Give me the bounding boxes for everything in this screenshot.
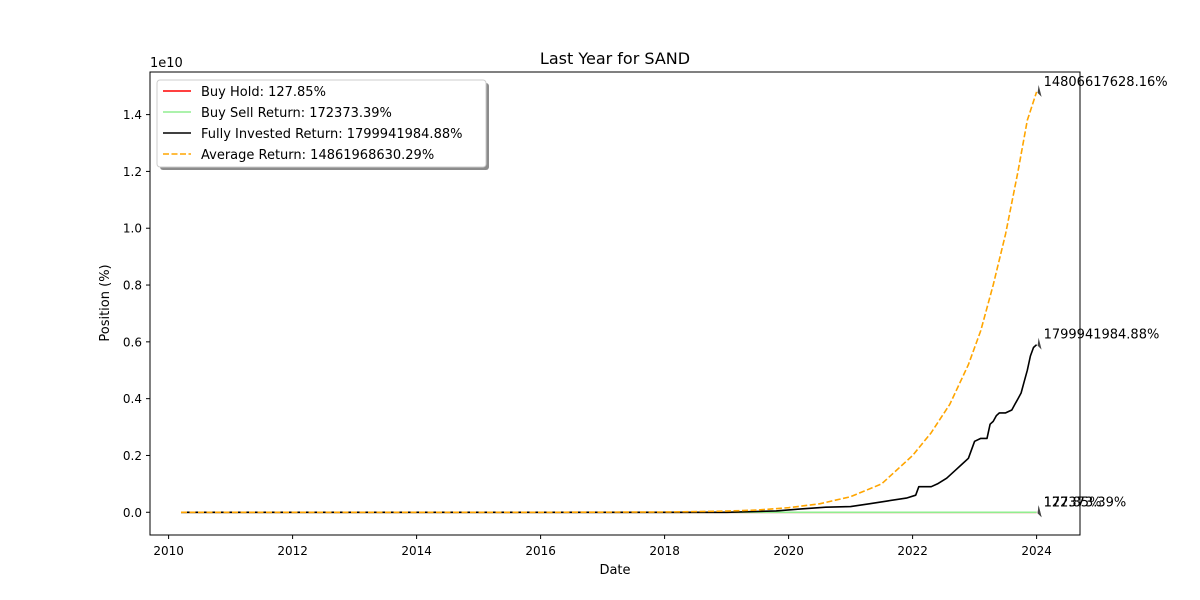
annotation-label: 172373.39% bbox=[1044, 495, 1127, 510]
x-tick-label: 2020 bbox=[773, 544, 804, 558]
y-axis-label: Position (%) bbox=[98, 264, 113, 341]
annotation-arrow bbox=[1037, 337, 1042, 350]
annotation-arrow bbox=[1037, 84, 1042, 97]
x-tick-label: 2024 bbox=[1021, 544, 1052, 558]
legend-label: Buy Hold: 127.85% bbox=[201, 85, 326, 100]
legend-label: Average Return: 14861968630.29% bbox=[201, 148, 434, 163]
y-offset-label: 1e10 bbox=[150, 56, 183, 71]
annotation-label: 14806617628.16% bbox=[1044, 75, 1168, 90]
y-tick-label: 1.0 bbox=[123, 222, 142, 236]
x-tick-label: 2018 bbox=[649, 544, 680, 558]
legend-label: Fully Invested Return: 1799941984.88% bbox=[201, 127, 462, 142]
annotation-label: 1799941984.88% bbox=[1044, 328, 1160, 343]
x-axis: 2010 2012 2014 2016 2018 2020 2022 2024 bbox=[153, 535, 1052, 558]
x-tick-label: 2016 bbox=[525, 544, 556, 558]
legend-label: Buy Sell Return: 172373.39% bbox=[201, 106, 392, 121]
y-tick-label: 1.2 bbox=[123, 165, 142, 179]
x-tick-label: 2014 bbox=[401, 544, 432, 558]
legend-box bbox=[156, 79, 487, 168]
x-axis-label: Date bbox=[599, 563, 630, 578]
end-annotations: 14806617628.16% 1799941984.88% 172373.39%1… bbox=[1037, 75, 1168, 518]
x-tick-label: 2010 bbox=[153, 544, 184, 558]
y-tick-label: 0.4 bbox=[123, 392, 142, 406]
chart-title: Last Year for SAND bbox=[540, 49, 690, 68]
y-tick-label: 0.6 bbox=[123, 335, 142, 349]
annotation-arrow bbox=[1037, 505, 1042, 518]
annotation-label: 127.85% bbox=[1044, 495, 1102, 510]
y-axis: 0.0 0.2 0.4 0.6 0.8 1.0 1.2 1.4 bbox=[123, 108, 150, 520]
series-line-3 bbox=[181, 91, 1038, 514]
x-tick-label: 2022 bbox=[897, 544, 928, 558]
y-tick-label: 0.8 bbox=[123, 279, 142, 293]
y-tick-label: 1.4 bbox=[123, 108, 142, 122]
plot-area bbox=[181, 91, 1038, 514]
legend: Buy Hold: 127.85% Buy Sell Return: 172373… bbox=[156, 79, 489, 170]
series-line-2 bbox=[181, 344, 1038, 514]
y-tick-label: 0.0 bbox=[123, 506, 142, 520]
x-tick-label: 2012 bbox=[277, 544, 308, 558]
axes-frame bbox=[149, 71, 1081, 536]
y-tick-label: 0.2 bbox=[123, 449, 142, 463]
